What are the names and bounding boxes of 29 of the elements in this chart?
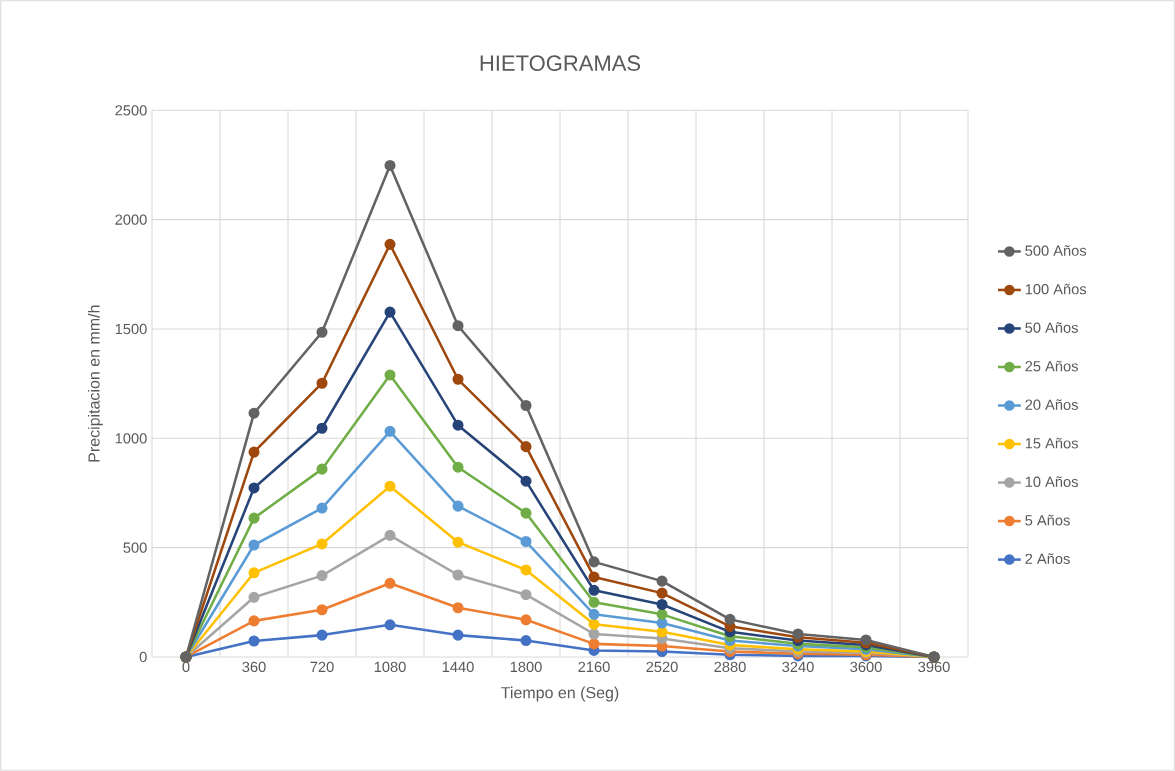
legend-label: 500 Años (1025, 245, 1087, 256)
x-tick-label: 3960 (918, 661, 950, 673)
legend-label: 25 Años (1025, 360, 1078, 372)
x-tick-label: 1440 (442, 661, 474, 673)
y-tick-label: 500 (123, 542, 147, 553)
legend-label: 5 Años (1025, 514, 1070, 526)
x-tick-label: 1080 (374, 661, 406, 673)
x-axis-title: Tiempo en (Seg) (501, 686, 619, 702)
y-tick-label: 1000 (115, 433, 147, 444)
y-axis-title: Precipitacion en mm/h (87, 305, 103, 462)
legend-label: 100 Años (1025, 283, 1087, 295)
y-tick-label: 0 (139, 651, 147, 663)
y-tick-label: 1500 (115, 323, 147, 335)
x-tick-label: 3240 (782, 661, 814, 673)
x-tick-label: 2520 (646, 661, 678, 673)
y-tick-label: 2500 (115, 105, 147, 116)
x-tick-label: 2880 (714, 661, 746, 673)
chart-title: HIETOGRAMAS (480, 55, 641, 71)
y-tick-label: 2000 (115, 214, 147, 225)
x-tick-label: 720 (310, 661, 334, 673)
x-tick-label: 1800 (510, 661, 542, 673)
x-tick-label: 2160 (578, 661, 610, 673)
x-tick-label: 3600 (850, 661, 882, 673)
x-tick-label: 360 (242, 661, 266, 673)
legend-label: 20 Años (1025, 399, 1078, 410)
legend-label: 2 Años (1025, 553, 1070, 564)
legend-label: 10 Años (1025, 476, 1078, 487)
legend-label: 50 Años (1025, 322, 1078, 333)
legend-label: 15 Años (1025, 437, 1078, 449)
